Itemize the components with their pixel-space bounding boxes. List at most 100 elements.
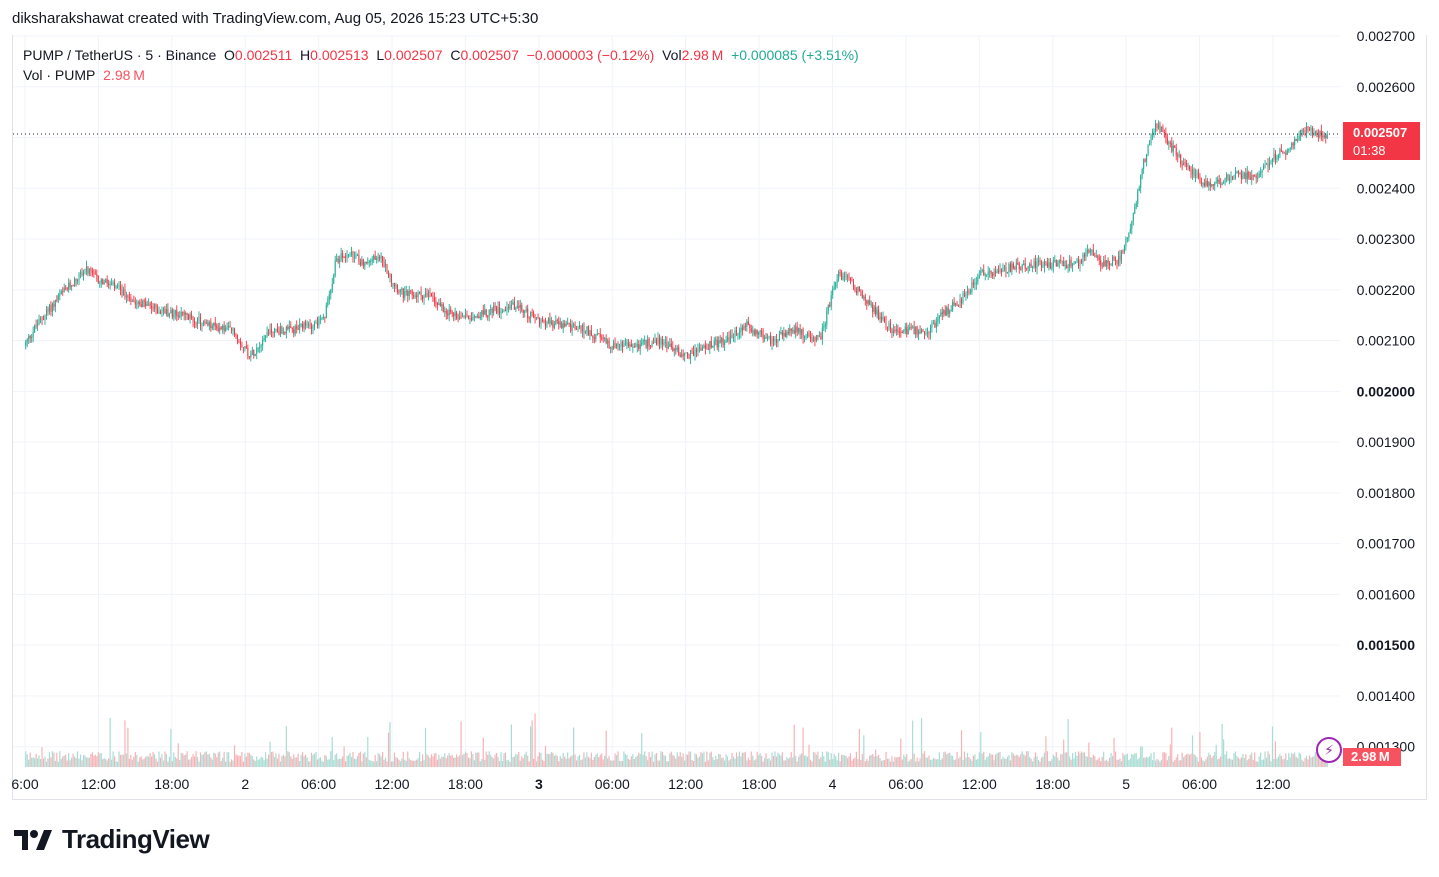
candle-body <box>509 306 511 309</box>
candle-body <box>946 307 948 316</box>
candle-body <box>423 295 425 299</box>
candle-body <box>895 329 897 332</box>
candle-body <box>872 304 874 312</box>
candle-body <box>1045 262 1047 264</box>
volume-bar <box>310 752 313 767</box>
candle-body <box>860 291 862 293</box>
volume-bar <box>814 752 816 767</box>
candle-body <box>346 255 348 258</box>
candle-body <box>1119 255 1121 261</box>
volume-bar <box>509 761 511 767</box>
volume-bar <box>1209 754 1211 767</box>
symbol-label[interactable]: PUMP / TetherUS · 5 · Binance <box>23 47 217 63</box>
candle-body <box>650 345 652 348</box>
volume-bar <box>1023 754 1025 767</box>
volume-bar <box>250 754 252 767</box>
volume-bar <box>501 761 504 767</box>
candle-body <box>371 259 373 262</box>
volume-bar <box>771 752 773 767</box>
tradingview-logo[interactable]: TradingView <box>14 824 210 855</box>
volume-bar <box>521 756 523 767</box>
candle-body <box>87 266 89 274</box>
candle-body <box>657 337 659 345</box>
candle-body <box>815 334 817 341</box>
candle-body <box>516 305 518 308</box>
candle-body <box>1095 255 1097 257</box>
candle-body <box>1107 260 1109 264</box>
chart-frame[interactable] <box>12 35 1427 800</box>
volume-bar <box>165 753 167 767</box>
candle-body <box>762 333 764 340</box>
volume-bar <box>113 756 116 767</box>
volume-bar <box>734 758 736 767</box>
volume-bar <box>78 758 80 767</box>
volume-bar <box>1212 755 1214 767</box>
tradingview-logo-icon <box>14 829 52 850</box>
candle-body <box>208 321 210 326</box>
volume-bar <box>139 757 141 767</box>
candle-body <box>730 335 732 342</box>
candle-body <box>587 326 589 336</box>
candle-body <box>888 323 890 328</box>
volume-bar <box>71 757 73 767</box>
candle-body <box>710 341 712 348</box>
volume-bar <box>746 760 748 767</box>
volume-bar <box>518 751 520 767</box>
volume-bar <box>808 744 810 767</box>
candle-body <box>496 307 498 314</box>
candle-body <box>1206 180 1208 186</box>
candle-body <box>644 339 646 341</box>
candle-body <box>78 274 80 281</box>
candle-body <box>142 300 144 307</box>
volume-bar <box>966 752 969 767</box>
volume-bar <box>1186 754 1188 767</box>
candle-body <box>188 314 190 320</box>
candle-body <box>962 293 964 304</box>
volume-bar <box>1092 754 1094 767</box>
candle-body <box>906 326 908 335</box>
volume-bar <box>288 752 290 767</box>
lightning-icon[interactable]: ⚡ <box>1316 737 1342 763</box>
candle-body <box>225 327 227 331</box>
candle-body <box>422 295 424 299</box>
volume-bar <box>287 751 289 767</box>
volume-bar <box>1060 754 1062 767</box>
candle-body <box>1126 237 1128 239</box>
volume-indicator-label[interactable]: Vol · PUMP <box>23 67 96 83</box>
candle-body <box>1189 166 1191 170</box>
price-tick-label: 0.002400 <box>1357 180 1416 196</box>
volume-bar <box>367 736 369 767</box>
candle-body <box>1026 268 1028 270</box>
volume-bar <box>464 751 467 767</box>
candle-body <box>244 346 246 348</box>
volume-bar <box>190 757 193 767</box>
volume-bar <box>371 760 373 767</box>
candle-body <box>732 336 735 338</box>
candle-body <box>71 285 73 288</box>
volume-bar <box>321 760 323 767</box>
volume-bar <box>957 758 960 767</box>
volume-bar <box>1131 753 1133 767</box>
candle-body <box>1270 161 1272 163</box>
volume-bar <box>176 758 178 767</box>
candle-body <box>359 261 361 266</box>
volume-bar <box>216 757 218 767</box>
volume-bar <box>587 756 589 767</box>
volume-bar <box>968 756 970 767</box>
candle-body <box>133 300 135 302</box>
volume-bar <box>76 751 79 767</box>
candle-body <box>1000 269 1003 273</box>
volume-bar <box>115 761 117 767</box>
volume-bar <box>38 755 40 767</box>
volume-bar <box>937 759 939 767</box>
candle-body <box>673 348 675 351</box>
volume-bar <box>836 760 838 767</box>
candle-body <box>1032 266 1034 268</box>
candle-body <box>478 315 480 318</box>
volume-bar <box>528 761 530 767</box>
candle-body <box>627 342 629 347</box>
volume-bar <box>1323 760 1325 767</box>
candle-body <box>858 286 860 292</box>
candle-body <box>907 328 909 335</box>
